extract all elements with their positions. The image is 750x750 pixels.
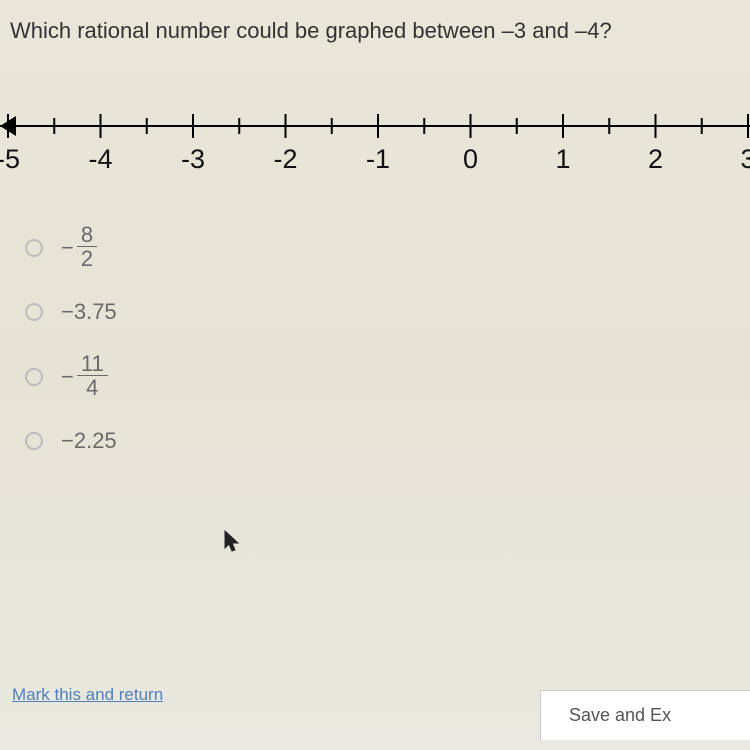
option-c-label: − 11 4 [61,353,108,400]
option-b[interactable]: −3.75 [25,299,750,325]
radio-d[interactable] [25,432,43,450]
question-text: Which rational number could be graphed b… [0,0,750,54]
option-b-label: −3.75 [61,299,117,325]
option-a-label: − 8 2 [61,224,97,271]
minus-sign: − [61,364,74,390]
fraction-a-num: 8 [77,224,97,247]
svg-text:0: 0 [463,144,478,174]
svg-text:2: 2 [648,144,663,174]
svg-text:-1: -1 [366,144,390,174]
option-a[interactable]: − 8 2 [25,224,750,271]
fraction-c-num: 11 [77,353,108,376]
fraction-a-den: 2 [77,247,97,271]
svg-text:1: 1 [555,144,570,174]
minus-sign: − [61,235,74,261]
mark-and-return-link[interactable]: Mark this and return [12,685,163,705]
option-d[interactable]: −2.25 [25,428,750,454]
svg-text:-2: -2 [273,144,297,174]
fraction-c: 11 4 [77,353,108,400]
fraction-a: 8 2 [77,224,97,271]
radio-a[interactable] [25,239,43,257]
options-group: − 8 2 −3.75 − 11 4 −2.25 [0,224,750,454]
cursor-icon [224,530,242,560]
option-c[interactable]: − 11 4 [25,353,750,400]
svg-text:-3: -3 [181,144,205,174]
svg-text:-5: -5 [0,144,20,174]
radio-b[interactable] [25,303,43,321]
radio-c[interactable] [25,368,43,386]
number-line: -5 -4 -3 -2 -1 0 1 2 3 [0,84,750,204]
save-and-exit-button[interactable]: Save and Ex [540,690,750,740]
svg-text:3: 3 [740,144,750,174]
fraction-c-den: 4 [82,376,102,400]
svg-text:-4: -4 [88,144,112,174]
option-d-label: −2.25 [61,428,117,454]
